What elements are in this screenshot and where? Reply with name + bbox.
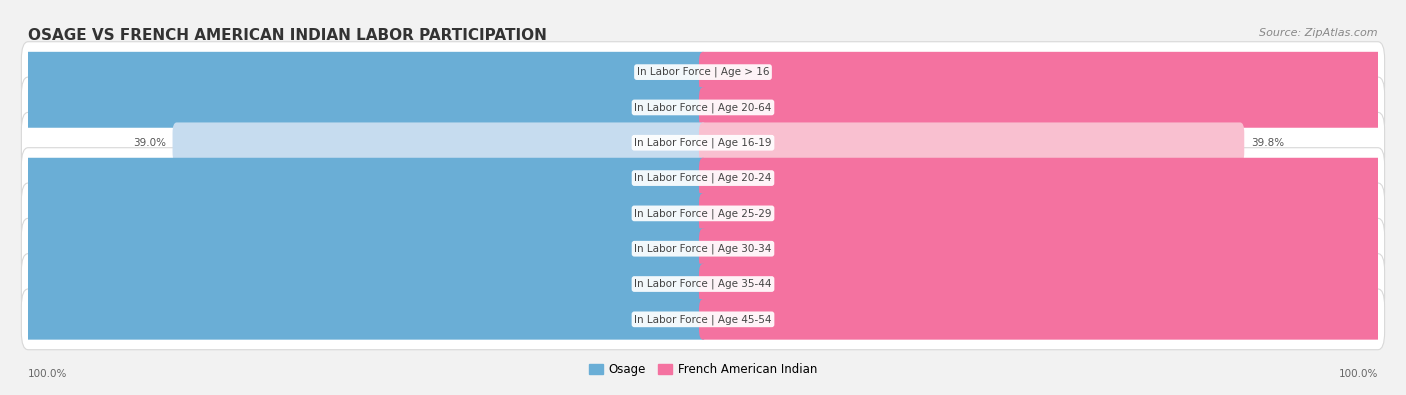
FancyBboxPatch shape xyxy=(0,158,707,198)
FancyBboxPatch shape xyxy=(0,87,707,128)
Text: 100.0%: 100.0% xyxy=(1339,369,1378,379)
Text: In Labor Force | Age 45-54: In Labor Force | Age 45-54 xyxy=(634,314,772,325)
Text: In Labor Force | Age 35-44: In Labor Force | Age 35-44 xyxy=(634,279,772,289)
Text: 39.8%: 39.8% xyxy=(1251,138,1284,148)
FancyBboxPatch shape xyxy=(699,87,1406,128)
FancyBboxPatch shape xyxy=(699,122,1244,163)
FancyBboxPatch shape xyxy=(0,264,707,304)
FancyBboxPatch shape xyxy=(21,183,1385,244)
Text: In Labor Force | Age 25-29: In Labor Force | Age 25-29 xyxy=(634,208,772,219)
FancyBboxPatch shape xyxy=(0,52,707,92)
Text: 39.0%: 39.0% xyxy=(132,138,166,148)
Text: In Labor Force | Age 20-64: In Labor Force | Age 20-64 xyxy=(634,102,772,113)
Text: In Labor Force | Age 16-19: In Labor Force | Age 16-19 xyxy=(634,137,772,148)
FancyBboxPatch shape xyxy=(699,52,1406,92)
Text: In Labor Force | Age 20-24: In Labor Force | Age 20-24 xyxy=(634,173,772,183)
FancyBboxPatch shape xyxy=(0,299,707,340)
Text: In Labor Force | Age > 16: In Labor Force | Age > 16 xyxy=(637,67,769,77)
FancyBboxPatch shape xyxy=(21,254,1385,314)
FancyBboxPatch shape xyxy=(21,289,1385,350)
FancyBboxPatch shape xyxy=(21,218,1385,279)
Text: OSAGE VS FRENCH AMERICAN INDIAN LABOR PARTICIPATION: OSAGE VS FRENCH AMERICAN INDIAN LABOR PA… xyxy=(28,28,547,43)
FancyBboxPatch shape xyxy=(21,113,1385,173)
FancyBboxPatch shape xyxy=(21,42,1385,102)
FancyBboxPatch shape xyxy=(699,299,1406,340)
Text: Source: ZipAtlas.com: Source: ZipAtlas.com xyxy=(1260,28,1378,38)
FancyBboxPatch shape xyxy=(21,148,1385,209)
Text: In Labor Force | Age 30-34: In Labor Force | Age 30-34 xyxy=(634,243,772,254)
FancyBboxPatch shape xyxy=(699,264,1406,304)
FancyBboxPatch shape xyxy=(0,193,707,234)
FancyBboxPatch shape xyxy=(699,193,1406,234)
FancyBboxPatch shape xyxy=(699,158,1406,198)
Legend: Osage, French American Indian: Osage, French American Indian xyxy=(583,358,823,381)
FancyBboxPatch shape xyxy=(0,228,707,269)
FancyBboxPatch shape xyxy=(173,122,707,163)
Text: 100.0%: 100.0% xyxy=(28,369,67,379)
FancyBboxPatch shape xyxy=(699,228,1406,269)
FancyBboxPatch shape xyxy=(21,77,1385,138)
